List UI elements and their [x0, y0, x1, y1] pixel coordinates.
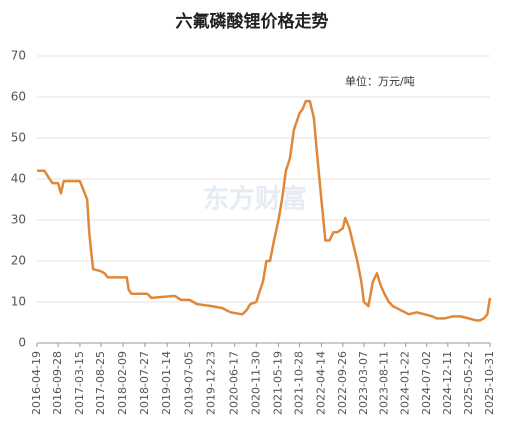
x-tick-label: 2018-02-09: [116, 351, 129, 415]
price-line: [37, 99, 492, 322]
x-tick-label: 2023-03-07: [357, 351, 370, 415]
watermark: 东方财富: [203, 184, 307, 215]
x-tick-label: 2021-10-28: [293, 351, 306, 415]
y-tick-label: 40: [11, 172, 26, 186]
y-tick-label: 30: [11, 213, 26, 227]
x-tick-label: 2017-08-25: [94, 351, 107, 415]
x-tick-label: 2019-12-23: [205, 351, 218, 415]
y-tick-label: 70: [11, 49, 26, 63]
unit-annotation: 单位：万元/吨: [345, 74, 415, 88]
y-tick-label: 60: [11, 90, 26, 104]
x-tick-label: 2019-07-05: [182, 351, 195, 415]
x-tick-label: 2021-05-19: [271, 351, 284, 415]
x-tick-label: 2023-08-11: [377, 351, 390, 415]
x-tick-label: 2020-11-30: [249, 351, 262, 415]
x-tick-label: 2016-09-28: [51, 351, 64, 415]
y-tick-label: 50: [11, 131, 26, 145]
x-tick-label: 2018-07-27: [138, 351, 151, 415]
x-tick-label: 2020-06-17: [228, 351, 241, 415]
x-tick-label: 2024-07-02: [420, 351, 433, 415]
y-tick-label: 10: [11, 295, 26, 309]
x-tick-label: 2022-04-14: [314, 351, 327, 415]
chart-title: 六氟磷酸锂价格走势: [176, 11, 329, 32]
x-tick-label: 2024-01-22: [399, 351, 412, 415]
x-tick-label: 2025-10-31: [483, 351, 496, 415]
y-tick-label: 20: [11, 254, 26, 268]
x-tick-label: 2016-04-19: [30, 351, 43, 415]
x-tick-label: 2024-12-11: [441, 351, 454, 415]
x-tick-label: 2025-05-22: [462, 351, 475, 415]
x-tick-label: 2022-09-26: [336, 351, 349, 415]
y-tick-label: 0: [18, 336, 26, 350]
x-tick-label: 2019-01-14: [160, 351, 173, 415]
x-tick-label: 2017-03-15: [73, 351, 86, 415]
